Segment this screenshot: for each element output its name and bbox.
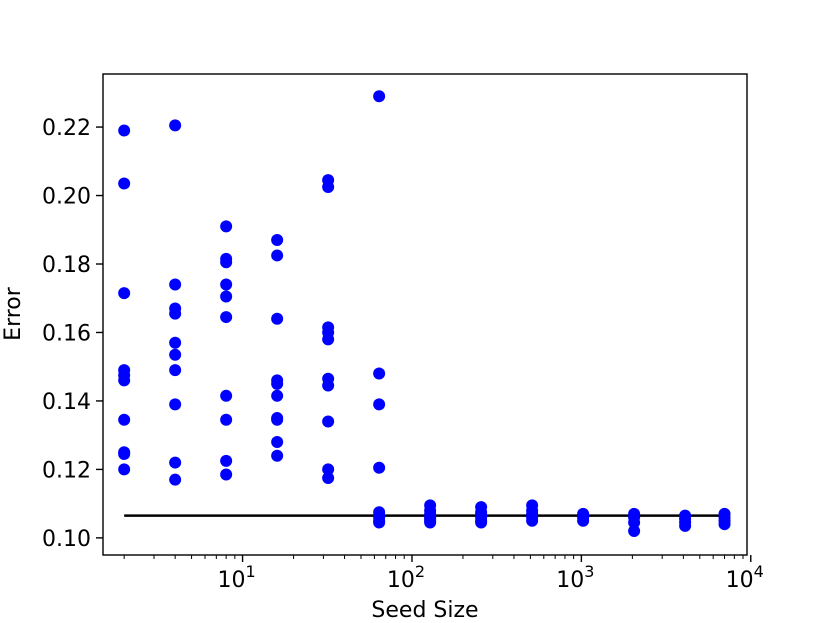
y-tick-label: 0.12 — [42, 458, 91, 483]
plot-area — [118, 90, 731, 538]
data-point — [322, 180, 335, 193]
data-point — [118, 448, 131, 461]
x-tick-label: 103 — [556, 562, 594, 593]
data-point — [169, 336, 182, 349]
y-tick-label: 0.18 — [42, 253, 91, 278]
x-tick-label: 104 — [726, 562, 764, 593]
data-point — [118, 177, 131, 190]
data-point — [271, 389, 284, 402]
data-point — [271, 449, 284, 462]
data-point — [220, 389, 233, 402]
data-point — [322, 415, 335, 428]
data-point — [271, 312, 284, 325]
x-tick-label: 102 — [387, 562, 425, 593]
data-point — [169, 456, 182, 469]
y-tick-label: 0.10 — [42, 527, 91, 552]
data-point — [322, 379, 335, 392]
data-point — [271, 413, 284, 426]
data-point — [169, 473, 182, 486]
data-point — [628, 516, 641, 529]
data-point — [118, 374, 131, 387]
data-point — [118, 463, 131, 476]
data-point — [271, 234, 284, 247]
data-point — [271, 377, 284, 390]
data-point — [169, 119, 182, 132]
y-tick-label: 0.14 — [42, 390, 91, 415]
data-point — [577, 514, 590, 527]
data-point — [220, 468, 233, 481]
data-point — [220, 413, 233, 426]
data-point — [118, 413, 131, 426]
data-point — [373, 90, 386, 103]
y-tick-label: 0.20 — [42, 185, 91, 210]
data-point — [169, 364, 182, 377]
data-point — [220, 256, 233, 269]
data-point — [322, 463, 335, 476]
data-point — [322, 333, 335, 346]
data-point — [220, 311, 233, 324]
data-point — [424, 516, 437, 529]
data-point — [169, 348, 182, 361]
data-point — [169, 278, 182, 291]
data-point — [118, 124, 131, 137]
y-tick-label: 0.16 — [42, 321, 91, 346]
data-point — [220, 454, 233, 467]
data-point — [220, 220, 233, 233]
data-point — [628, 525, 641, 538]
data-point — [220, 290, 233, 303]
data-point — [271, 436, 284, 449]
data-point — [169, 307, 182, 320]
data-point — [373, 367, 386, 380]
data-point — [526, 514, 539, 527]
plot-frame — [102, 73, 748, 556]
data-point — [373, 461, 386, 474]
data-point — [679, 519, 692, 532]
data-point — [718, 518, 731, 531]
x-axis-label: Seed Size — [371, 598, 478, 623]
data-point — [475, 516, 488, 529]
data-point — [373, 398, 386, 411]
y-axis-label: Error — [1, 286, 26, 341]
data-point — [271, 249, 284, 262]
x-tick-label: 101 — [217, 562, 255, 593]
data-point — [322, 471, 335, 484]
data-point — [220, 278, 233, 291]
axes: 0.10 0.12 0.14 0.16 0.18 0.20 0.22 101 102 103 104 — [42, 73, 764, 593]
data-point — [118, 287, 131, 300]
y-tick-label: 0.22 — [42, 116, 91, 141]
data-point — [169, 398, 182, 411]
data-point — [373, 516, 386, 529]
